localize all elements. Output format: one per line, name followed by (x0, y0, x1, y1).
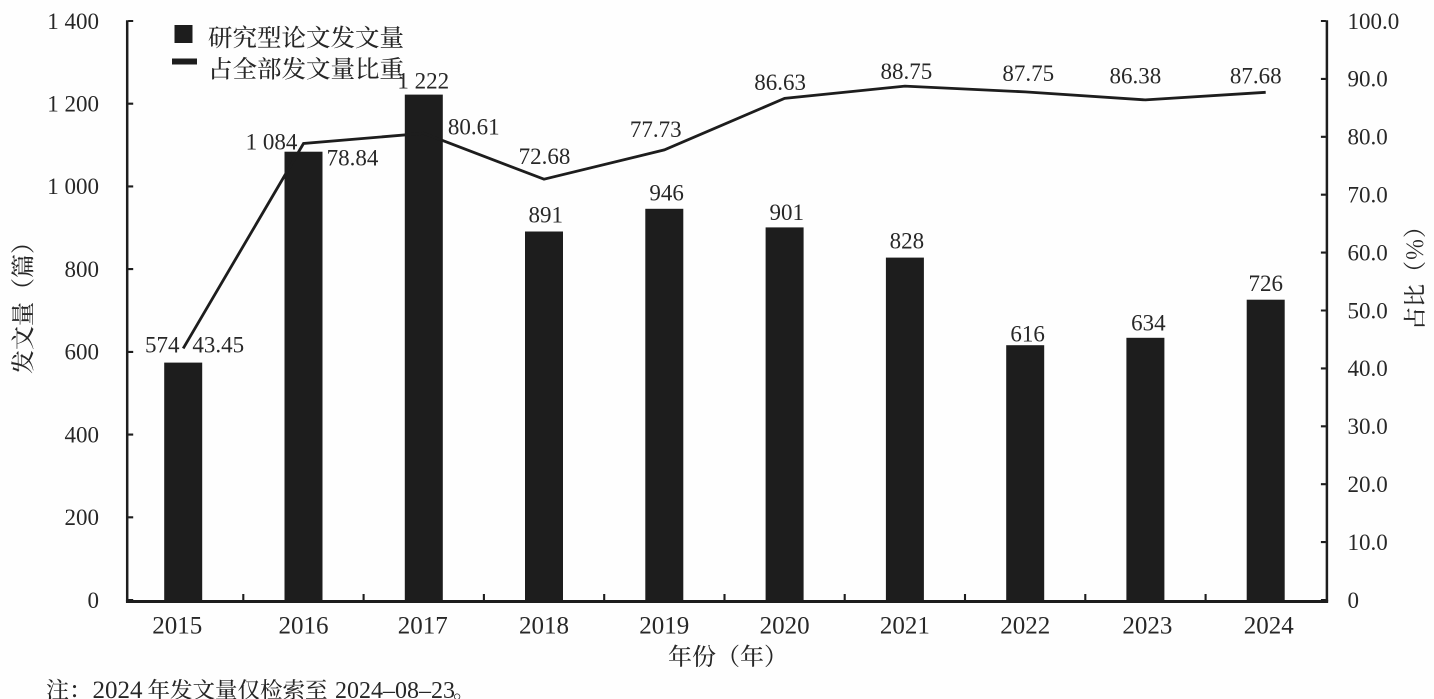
svg-text:946: 946 (649, 181, 684, 206)
svg-text:87.75: 87.75 (1002, 61, 1054, 86)
svg-text:100.0: 100.0 (1348, 9, 1400, 34)
svg-text:2021: 2021 (880, 613, 930, 640)
svg-text:80.0: 80.0 (1348, 125, 1388, 150)
svg-text:80.61: 80.61 (448, 115, 500, 140)
svg-text:0: 0 (1348, 588, 1360, 613)
svg-text:2023: 2023 (1122, 613, 1172, 640)
svg-text:2018: 2018 (519, 613, 569, 640)
svg-text:1 222: 1 222 (397, 68, 449, 93)
svg-text:891: 891 (529, 203, 564, 228)
svg-text:2017: 2017 (398, 613, 448, 640)
svg-text:828: 828 (890, 228, 925, 253)
svg-text:1 000: 1 000 (47, 174, 99, 199)
svg-text:87.68: 87.68 (1230, 63, 1282, 88)
svg-text:30.0: 30.0 (1348, 414, 1388, 439)
svg-text:20.0: 20.0 (1348, 472, 1388, 497)
svg-text:634: 634 (1131, 311, 1166, 336)
svg-text:800: 800 (65, 257, 100, 282)
svg-text:78.84: 78.84 (327, 146, 379, 171)
svg-text:90.0: 90.0 (1348, 67, 1388, 92)
svg-text:72.68: 72.68 (519, 144, 571, 169)
svg-text:2015: 2015 (152, 613, 202, 640)
svg-text:1 200: 1 200 (47, 92, 99, 117)
svg-text:2024: 2024 (1244, 613, 1295, 640)
svg-text:43.45: 43.45 (192, 333, 244, 358)
svg-text:86.63: 86.63 (754, 70, 806, 95)
svg-text:2024–08–23: 2024–08–23 (335, 678, 455, 699)
svg-text:200: 200 (65, 505, 100, 530)
svg-text:2024: 2024 (93, 677, 144, 699)
svg-text:86.38: 86.38 (1110, 63, 1162, 88)
svg-text:70.0: 70.0 (1348, 183, 1388, 208)
svg-text:1 400: 1 400 (47, 9, 99, 34)
svg-text:60.0: 60.0 (1348, 240, 1388, 265)
svg-text:2020: 2020 (760, 613, 810, 640)
svg-text:2016: 2016 (279, 613, 329, 640)
svg-text:574: 574 (145, 333, 180, 358)
svg-text:77.73: 77.73 (630, 117, 682, 142)
svg-text:901: 901 (770, 200, 805, 225)
svg-text:400: 400 (65, 422, 100, 447)
svg-text:10.0: 10.0 (1348, 530, 1388, 555)
svg-text:0: 0 (88, 588, 100, 613)
svg-text:2019: 2019 (639, 613, 689, 640)
svg-text:50.0: 50.0 (1348, 298, 1388, 323)
svg-text:1 084: 1 084 (246, 130, 298, 155)
svg-text:600: 600 (65, 340, 100, 365)
svg-text:726: 726 (1248, 271, 1283, 296)
svg-text:616: 616 (1010, 321, 1045, 346)
svg-text:2022: 2022 (1000, 613, 1050, 640)
svg-text:88.75: 88.75 (881, 59, 933, 84)
svg-text:40.0: 40.0 (1348, 356, 1388, 381)
